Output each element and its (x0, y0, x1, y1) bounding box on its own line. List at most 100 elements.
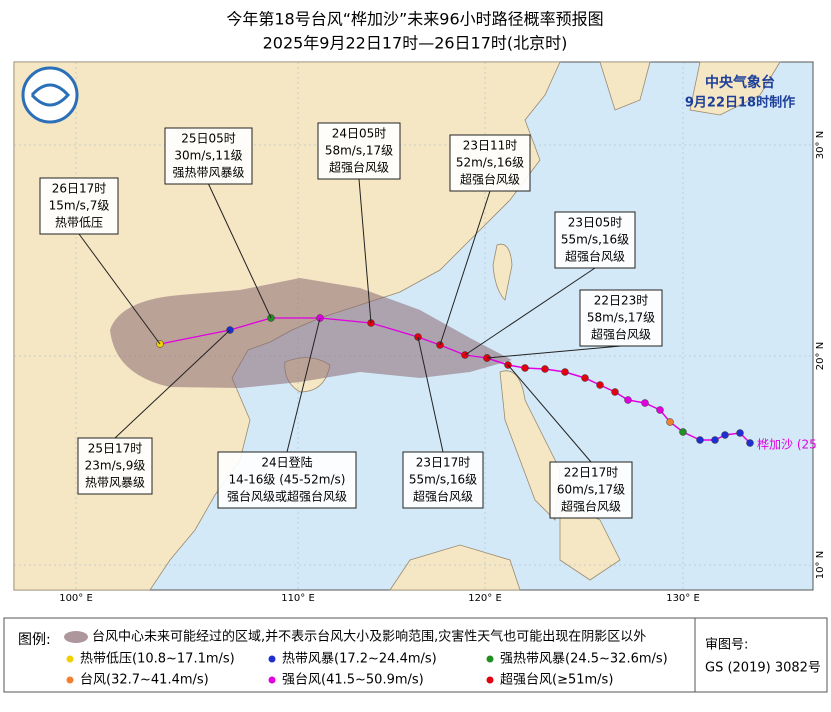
legend-label: 台风(32.7~41.4m/s) (80, 673, 209, 688)
callout-box (554, 211, 636, 269)
track-point (541, 365, 549, 373)
typhoon-label: 桦加沙 (25 (757, 437, 817, 452)
callout-text: 超强台风级 (413, 489, 473, 504)
legend-area-swatch (64, 631, 88, 643)
callout-leader (464, 267, 596, 356)
luzon (499, 370, 561, 521)
callout-box (579, 289, 663, 347)
callout-text: 24日登陆 (261, 455, 312, 470)
callout-text: 强热带风暴级 (172, 166, 244, 180)
callout-leader (439, 190, 491, 346)
lat-label: 30° N (815, 131, 826, 159)
track-point (666, 418, 674, 426)
callout-leader (358, 178, 372, 324)
lon-label: 100° E (59, 593, 93, 604)
callout-box (549, 461, 633, 519)
track-point (641, 399, 649, 407)
lat-label: 20° N (815, 342, 826, 370)
callout-text: 14-16级 (45-52m/s) (229, 473, 346, 487)
axis-labels: 100° E 110° E 120° E 130° E 30° N 20° N 10° N (59, 131, 826, 604)
legend-dot (268, 676, 276, 684)
taiwan (492, 243, 513, 301)
callout-box (217, 451, 357, 509)
callout-text: 55m/s,16级 (561, 233, 629, 247)
korea (599, 61, 651, 111)
legend-dot (66, 655, 74, 663)
legend-dot (486, 655, 494, 663)
callout-text: 23日17时 (416, 456, 471, 470)
callout-leader (286, 317, 321, 453)
callout-text: 60m/s,17级 (557, 483, 625, 497)
legend-items: 热带低压(10.8~17.1m/s) 热带风暴(17.2~24.4m/s) 强热带风… (66, 652, 668, 688)
legend-dot (486, 676, 494, 684)
track-point (696, 436, 704, 444)
callout-text: 强台风级或超强台风级 (227, 489, 347, 504)
cma-logo (21, 66, 79, 124)
callout-text: 超强台风级 (329, 160, 389, 175)
callout-text: 58m/s,17级 (325, 144, 393, 158)
callout-text: 52m/s,16级 (456, 156, 524, 170)
callout-box (317, 122, 401, 180)
legend-label: 热带低压(10.8~17.1m/s) (80, 652, 235, 667)
callout-box (164, 127, 253, 185)
legend-label: 热带风暴(17.2~24.4m/s) (282, 652, 437, 667)
track-point (736, 429, 744, 437)
callout-text: 23日11时 (463, 139, 518, 153)
track-point (581, 374, 589, 382)
track-point (711, 436, 719, 444)
callout-text: 超强台风级 (591, 327, 651, 342)
callout-leader (208, 183, 272, 319)
subtitle: 2025年9月22日17时—26日17时(北京时) (263, 34, 568, 53)
callout-leader (114, 329, 231, 439)
callout-text: 25日17时 (88, 442, 143, 456)
track-point (521, 364, 529, 372)
callout-text: 超强台风级 (460, 172, 520, 187)
callout-text: 23日05时 (568, 216, 623, 230)
callout-box (402, 451, 484, 509)
track-point (624, 396, 632, 404)
lon-label: 130° E (666, 593, 700, 604)
legend-box (3, 617, 828, 693)
track-point (679, 428, 687, 436)
callout-text: 热带风暴级 (85, 476, 145, 490)
callout-box (449, 134, 531, 192)
made-time: 9月22日18时制作 (685, 95, 795, 111)
callout-text: 22日23时 (594, 294, 649, 308)
track-point (721, 431, 729, 439)
callout-box (77, 437, 153, 495)
probability-cone (110, 278, 512, 388)
legend-label: 超强台风(≥51m/s) (500, 673, 613, 688)
track-point (596, 381, 604, 389)
callout-text: 超强台风级 (561, 499, 621, 514)
lon-label: 110° E (281, 593, 315, 604)
callout-leader (78, 233, 161, 345)
lon-label: 120° E (468, 593, 502, 604)
callout-text: 15m/s,7级 (49, 199, 110, 213)
legend-area-text: 台风中心未来可能经过的区域,并不表示台风大小及影响范围,灾害性天气也可能出现在阴… (92, 629, 646, 645)
track-point (611, 388, 619, 396)
legend-dot (268, 655, 276, 663)
review-number: GS (2019) 3082号 (705, 661, 821, 676)
callout-text: 22日17时 (564, 466, 619, 480)
legend-label: 强台风(41.5~50.9m/s) (282, 673, 424, 688)
track-point (656, 406, 664, 414)
callout-text: 热带低压 (55, 216, 103, 230)
callout-text: 24日05时 (332, 127, 387, 141)
callout-text: 25日05时 (181, 132, 236, 146)
track-point (746, 439, 754, 447)
agency-name: 中央气象台 (705, 74, 775, 91)
cma-logo-swirl (30, 83, 71, 107)
callout-leader (417, 336, 444, 453)
callout-text: 23m/s,9级 (85, 459, 146, 473)
callout-text: 超强台风级 (565, 249, 625, 264)
callout-text: 58m/s,17级 (587, 311, 655, 325)
callout-text: 30m/s,11级 (174, 149, 242, 163)
japan (689, 61, 781, 116)
track-point (561, 368, 569, 376)
callout-leader (486, 345, 622, 359)
callout-box (39, 177, 119, 235)
review-label: 审图号: (705, 638, 748, 653)
legend-dot (66, 676, 74, 684)
